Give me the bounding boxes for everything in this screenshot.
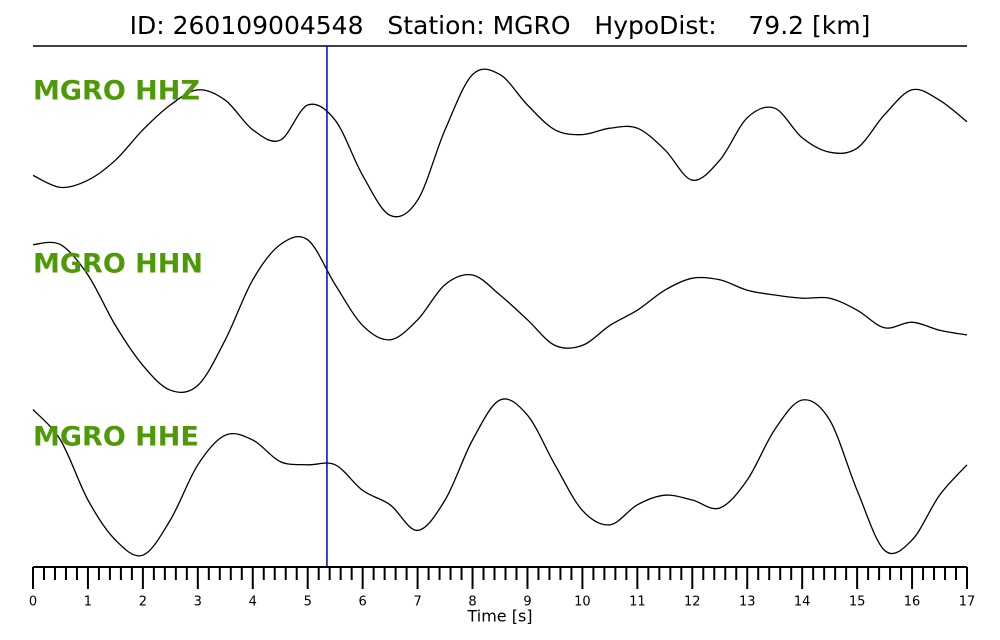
- trace-label: MGRO HHE: [33, 422, 199, 453]
- x-tick-label: 15: [849, 595, 866, 610]
- x-tick-label: 14: [794, 595, 811, 610]
- x-tick-label: 0: [29, 595, 37, 610]
- chart-title: ID: 260109004548 Station: MGRO HypoDist:…: [130, 11, 871, 40]
- x-tick-label: 1: [84, 595, 92, 610]
- waveform: [32, 235, 968, 394]
- x-tick-label: 10: [574, 595, 591, 610]
- x-tick-label: 2: [139, 595, 147, 610]
- x-tick-label: 11: [629, 595, 646, 610]
- trace-label: MGRO HHZ: [33, 76, 200, 107]
- waveform: [32, 68, 968, 218]
- trace-label: MGRO HHN: [33, 249, 203, 280]
- x-axis-label: Time [s]: [466, 607, 532, 626]
- waveform: [32, 398, 968, 557]
- x-tick-label: 7: [413, 595, 421, 610]
- x-tick-label: 17: [959, 595, 976, 610]
- x-tick-label: 16: [904, 595, 921, 610]
- x-tick-label: 3: [194, 595, 202, 610]
- x-tick-label: 6: [359, 595, 367, 610]
- x-tick-label: 13: [739, 595, 756, 610]
- x-tick-label: 12: [684, 595, 701, 610]
- x-tick-label: 5: [304, 595, 312, 610]
- x-tick-label: 9: [523, 595, 531, 610]
- x-tick-label: 4: [249, 595, 257, 610]
- x-tick-label: 8: [468, 595, 476, 610]
